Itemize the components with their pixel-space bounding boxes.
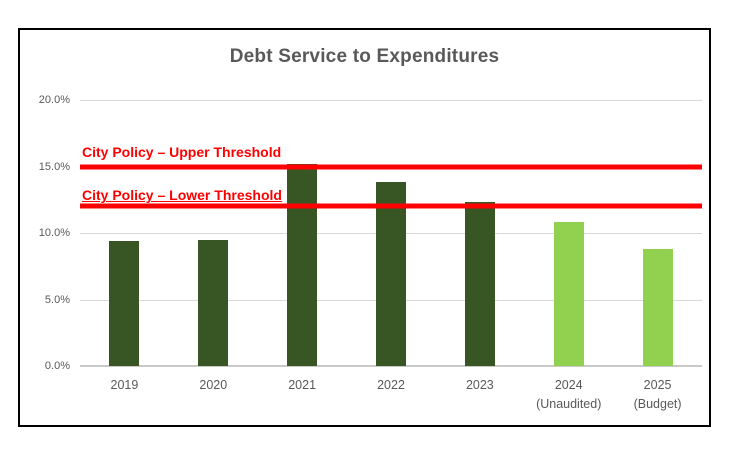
bar-slot-2021 [258, 100, 347, 366]
bar-2024 [553, 222, 584, 366]
chart-title: Debt Service to Expenditures [229, 46, 500, 67]
x-axis-label-line: 2022 [377, 378, 405, 392]
bar-slot-2020 [169, 100, 258, 366]
chart-frame: Debt Service to Expenditures 0.0% 5.0% 10.… [18, 28, 711, 427]
x-axis-label-line: (Unaudited) [536, 397, 602, 411]
threshold-line-12 [80, 203, 702, 209]
x-axis-label-2019: 2019 [80, 376, 169, 414]
bar-slot-2025 [613, 100, 702, 366]
bar-2023 [464, 202, 495, 366]
x-axis-label-line: 2020 [199, 378, 228, 392]
threshold-line-15 [80, 164, 702, 169]
bar-2022 [376, 182, 406, 366]
x-axis-label-2025: 2025 (Budget) [613, 376, 702, 414]
y-tick-label: 5.0% [44, 293, 70, 306]
threshold-label-12: City Policy – Lower Threshold [82, 187, 282, 204]
x-axis-label-line: 2021 [288, 378, 317, 392]
x-axis-label-line: 2024 [554, 378, 583, 392]
y-tick-label: 10.0% [38, 227, 70, 239]
x-axis-labels: 2019 2020 2021 2022 2023 2024 (Unaudited) 2025 (… [80, 376, 702, 414]
x-axis-label-2023: 2023 [435, 376, 524, 414]
x-axis-label-2022: 2022 [347, 376, 436, 414]
bar-slot-2024 [524, 100, 613, 366]
x-axis-label-2021: 2021 [258, 376, 347, 414]
bars-layer [80, 100, 702, 366]
x-axis-label-2020: 2020 [169, 376, 258, 414]
plot-area: 0.0% 5.0% 10.0% 15.0% 20.0% City Policy – Up… [39, 94, 702, 372]
y-tick-label: 0.0% [44, 360, 70, 372]
x-axis-label-line: 2019 [110, 378, 139, 392]
x-axis-label-2024: 2024 (Unaudited) [524, 376, 613, 414]
bar-2025 [642, 248, 673, 366]
bar-2020 [198, 239, 229, 366]
bar-2019 [109, 240, 140, 366]
bar-slot-2019 [80, 100, 169, 366]
bar-2021 [287, 163, 318, 366]
x-axis-label-line: 2023 [465, 378, 494, 392]
gridline-0.0% [80, 365, 702, 367]
threshold-label-15: City Policy – Upper Threshold [82, 143, 282, 160]
y-tick-label: 20.0% [38, 94, 70, 106]
x-axis-label-line: (Budget) [633, 397, 682, 411]
y-tick-label: 15.0% [38, 160, 70, 173]
gridline-20.0% [80, 100, 702, 101]
bar-slot-2023 [435, 100, 524, 366]
bar-slot-2022 [347, 100, 436, 366]
x-axis-label-line: 2025 [643, 378, 672, 392]
